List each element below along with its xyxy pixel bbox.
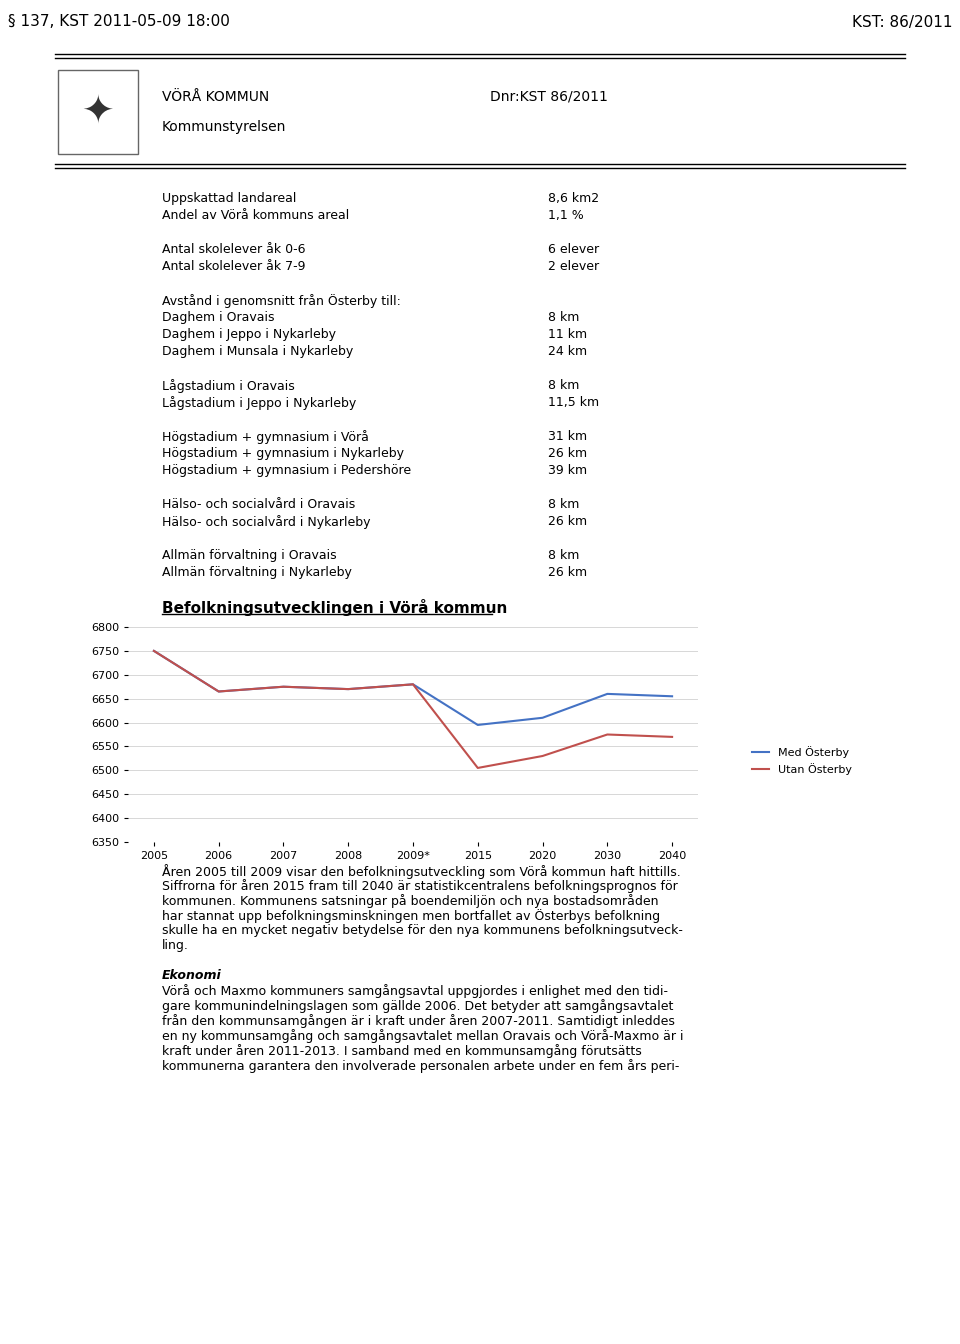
Text: 8,6 km2: 8,6 km2 [548,192,599,206]
Text: Befolkningsutvecklingen i Vörå kommun: Befolkningsutvecklingen i Vörå kommun [162,599,508,616]
Text: ✦: ✦ [82,93,114,130]
Text: Kommunstyrelsen: Kommunstyrelsen [162,120,286,134]
Text: Allmän förvaltning i Oravais: Allmän förvaltning i Oravais [162,548,337,562]
Text: Uppskattad landareal: Uppskattad landareal [162,192,297,206]
Text: Åren 2005 till 2009 visar den befolkningsutveckling som Vörå kommun haft hittill: Åren 2005 till 2009 visar den befolkning… [162,864,681,879]
Text: Hälso- och socialvård i Nykarleby: Hälso- och socialvård i Nykarleby [162,515,371,530]
Text: 39 km: 39 km [548,464,588,477]
Text: 8 km: 8 km [548,379,580,392]
Text: 1,1 %: 1,1 % [548,210,584,222]
Text: Siffrorna för åren 2015 fram till 2040 är statistikcentralens befolkningsprognos: Siffrorna för åren 2015 fram till 2040 ä… [162,879,678,892]
Text: Daghem i Munsala i Nykarleby: Daghem i Munsala i Nykarleby [162,345,353,358]
Text: Avstånd i genomsnitt från Österby till:: Avstånd i genomsnitt från Österby till: [162,294,401,308]
Text: Högstadium + gymnasium i Vörå: Högstadium + gymnasium i Vörå [162,430,369,444]
Text: 6 elever: 6 elever [548,243,599,255]
Text: har stannat upp befolkningsminskningen men bortfallet av Österbys befolkning: har stannat upp befolkningsminskningen m… [162,909,660,923]
Text: § 137, KST 2011-05-09 18:00: § 137, KST 2011-05-09 18:00 [8,15,229,30]
Text: 24 km: 24 km [548,345,588,358]
Text: ling.: ling. [162,939,189,952]
Text: 11,5 km: 11,5 km [548,396,599,409]
Text: Högstadium + gymnasium i Nykarleby: Högstadium + gymnasium i Nykarleby [162,448,404,460]
Text: gare kommunindelningslagen som gällde 2006. Det betyder att samgångsavtalet: gare kommunindelningslagen som gällde 20… [162,999,673,1013]
Text: Allmän förvaltning i Nykarleby: Allmän förvaltning i Nykarleby [162,566,352,579]
Text: Antal skolelever åk 0-6: Antal skolelever åk 0-6 [162,243,305,255]
Text: skulle ha en mycket negativ betydelse för den nya kommunens befolkningsutveck-: skulle ha en mycket negativ betydelse fö… [162,925,683,937]
Text: 8 km: 8 km [548,310,580,324]
Text: Daghem i Jeppo i Nykarleby: Daghem i Jeppo i Nykarleby [162,328,336,341]
Legend: Med Österby, Utan Österby: Med Österby, Utan Österby [753,746,852,775]
Text: Vörå och Maxmo kommuners samgångsavtal uppgjordes i enlighet med den tidi-: Vörå och Maxmo kommuners samgångsavtal u… [162,984,668,999]
Text: Andel av Vörå kommuns areal: Andel av Vörå kommuns areal [162,210,349,222]
Text: Lågstadium i Jeppo i Nykarleby: Lågstadium i Jeppo i Nykarleby [162,396,356,410]
Bar [58,70,138,155]
Text: från den kommunsamgången är i kraft under åren 2007-2011. Samtidigt inleddes: från den kommunsamgången är i kraft unde… [162,1013,675,1028]
Text: KST: 86/2011: KST: 86/2011 [852,15,952,30]
Text: kraft under åren 2011-2013. I samband med en kommunsamgång förutsätts: kraft under åren 2011-2013. I samband me… [162,1044,641,1058]
Text: 11 km: 11 km [548,328,588,341]
Text: Ekonomi: Ekonomi [162,969,222,982]
Text: Daghem i Oravais: Daghem i Oravais [162,310,275,324]
Text: 26 km: 26 km [548,515,588,528]
Text: Dnr:KST 86/2011: Dnr:KST 86/2011 [490,90,608,103]
Text: 8 km: 8 km [548,548,580,562]
Text: 26 km: 26 km [548,448,588,460]
Text: 26 km: 26 km [548,566,588,579]
Text: Hälso- och socialvård i Oravais: Hälso- och socialvård i Oravais [162,499,355,511]
Text: kommunen. Kommunens satsningar på boendemiljön och nya bostadsområden: kommunen. Kommunens satsningar på boende… [162,894,659,909]
Text: 31 km: 31 km [548,430,588,444]
Text: Antal skolelever åk 7-9: Antal skolelever åk 7-9 [162,259,305,273]
Text: en ny kommunsamgång och samgångsavtalet mellan Oravais och Vörå-Maxmo är i: en ny kommunsamgång och samgångsavtalet … [162,1030,684,1043]
Text: VÖRÅ KOMMUN: VÖRÅ KOMMUN [162,90,269,103]
Text: kommunerna garantera den involverade personalen arbete under en fem års peri-: kommunerna garantera den involverade per… [162,1059,680,1073]
Text: Lågstadium i Oravais: Lågstadium i Oravais [162,379,295,392]
Text: Högstadium + gymnasium i Pedershöre: Högstadium + gymnasium i Pedershöre [162,464,411,477]
Text: 2 elever: 2 elever [548,259,599,273]
Text: 8 km: 8 km [548,499,580,511]
